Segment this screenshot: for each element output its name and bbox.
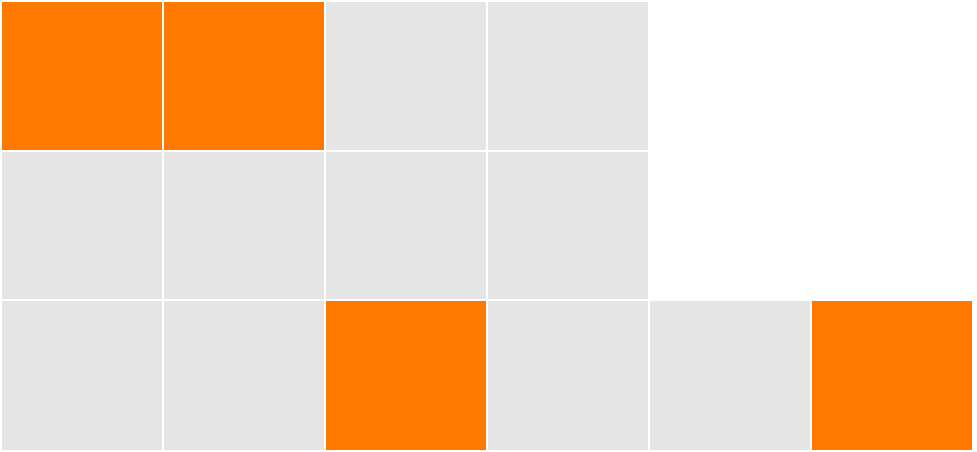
grid-tile-r2-c2[interactable] — [163, 151, 325, 300]
grid-tile-r3-c4[interactable] — [487, 300, 649, 451]
grid-tile-r2-c4[interactable] — [487, 151, 649, 300]
grid-tile-r2-c3[interactable] — [325, 151, 487, 300]
grid-tile-r3-c1[interactable] — [1, 300, 163, 451]
grid-tile-r3-c5[interactable] — [649, 300, 811, 451]
grid-tile-r3-c3[interactable] — [325, 300, 487, 451]
grid-tile-r1-c3[interactable] — [325, 1, 487, 151]
grid-tile-r3-c6[interactable] — [811, 300, 973, 451]
grid-tile-r1-c4[interactable] — [487, 1, 649, 151]
grid-tile-r1-c1[interactable] — [1, 1, 163, 151]
grid-tile-r2-c1[interactable] — [1, 151, 163, 300]
grid-tile-r1-c2[interactable] — [163, 1, 325, 151]
grid-tile-r3-c2[interactable] — [163, 300, 325, 451]
